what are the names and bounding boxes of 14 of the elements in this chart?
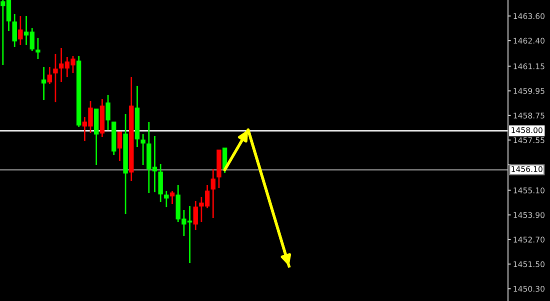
candlestick [53, 53, 58, 103]
candlestick [164, 190, 169, 208]
candlestick [18, 15, 23, 46]
candlestick [106, 94, 110, 131]
candlestick [158, 163, 163, 203]
candlestick [36, 37, 40, 60]
candlestick [41, 66, 46, 101]
candlestick [210, 168, 216, 219]
candlestick [12, 13, 17, 48]
candlestick [117, 131, 122, 162]
candlestick [170, 190, 175, 205]
candlestick [47, 66, 52, 85]
candlestick [140, 133, 146, 166]
candlestick [193, 200, 198, 231]
